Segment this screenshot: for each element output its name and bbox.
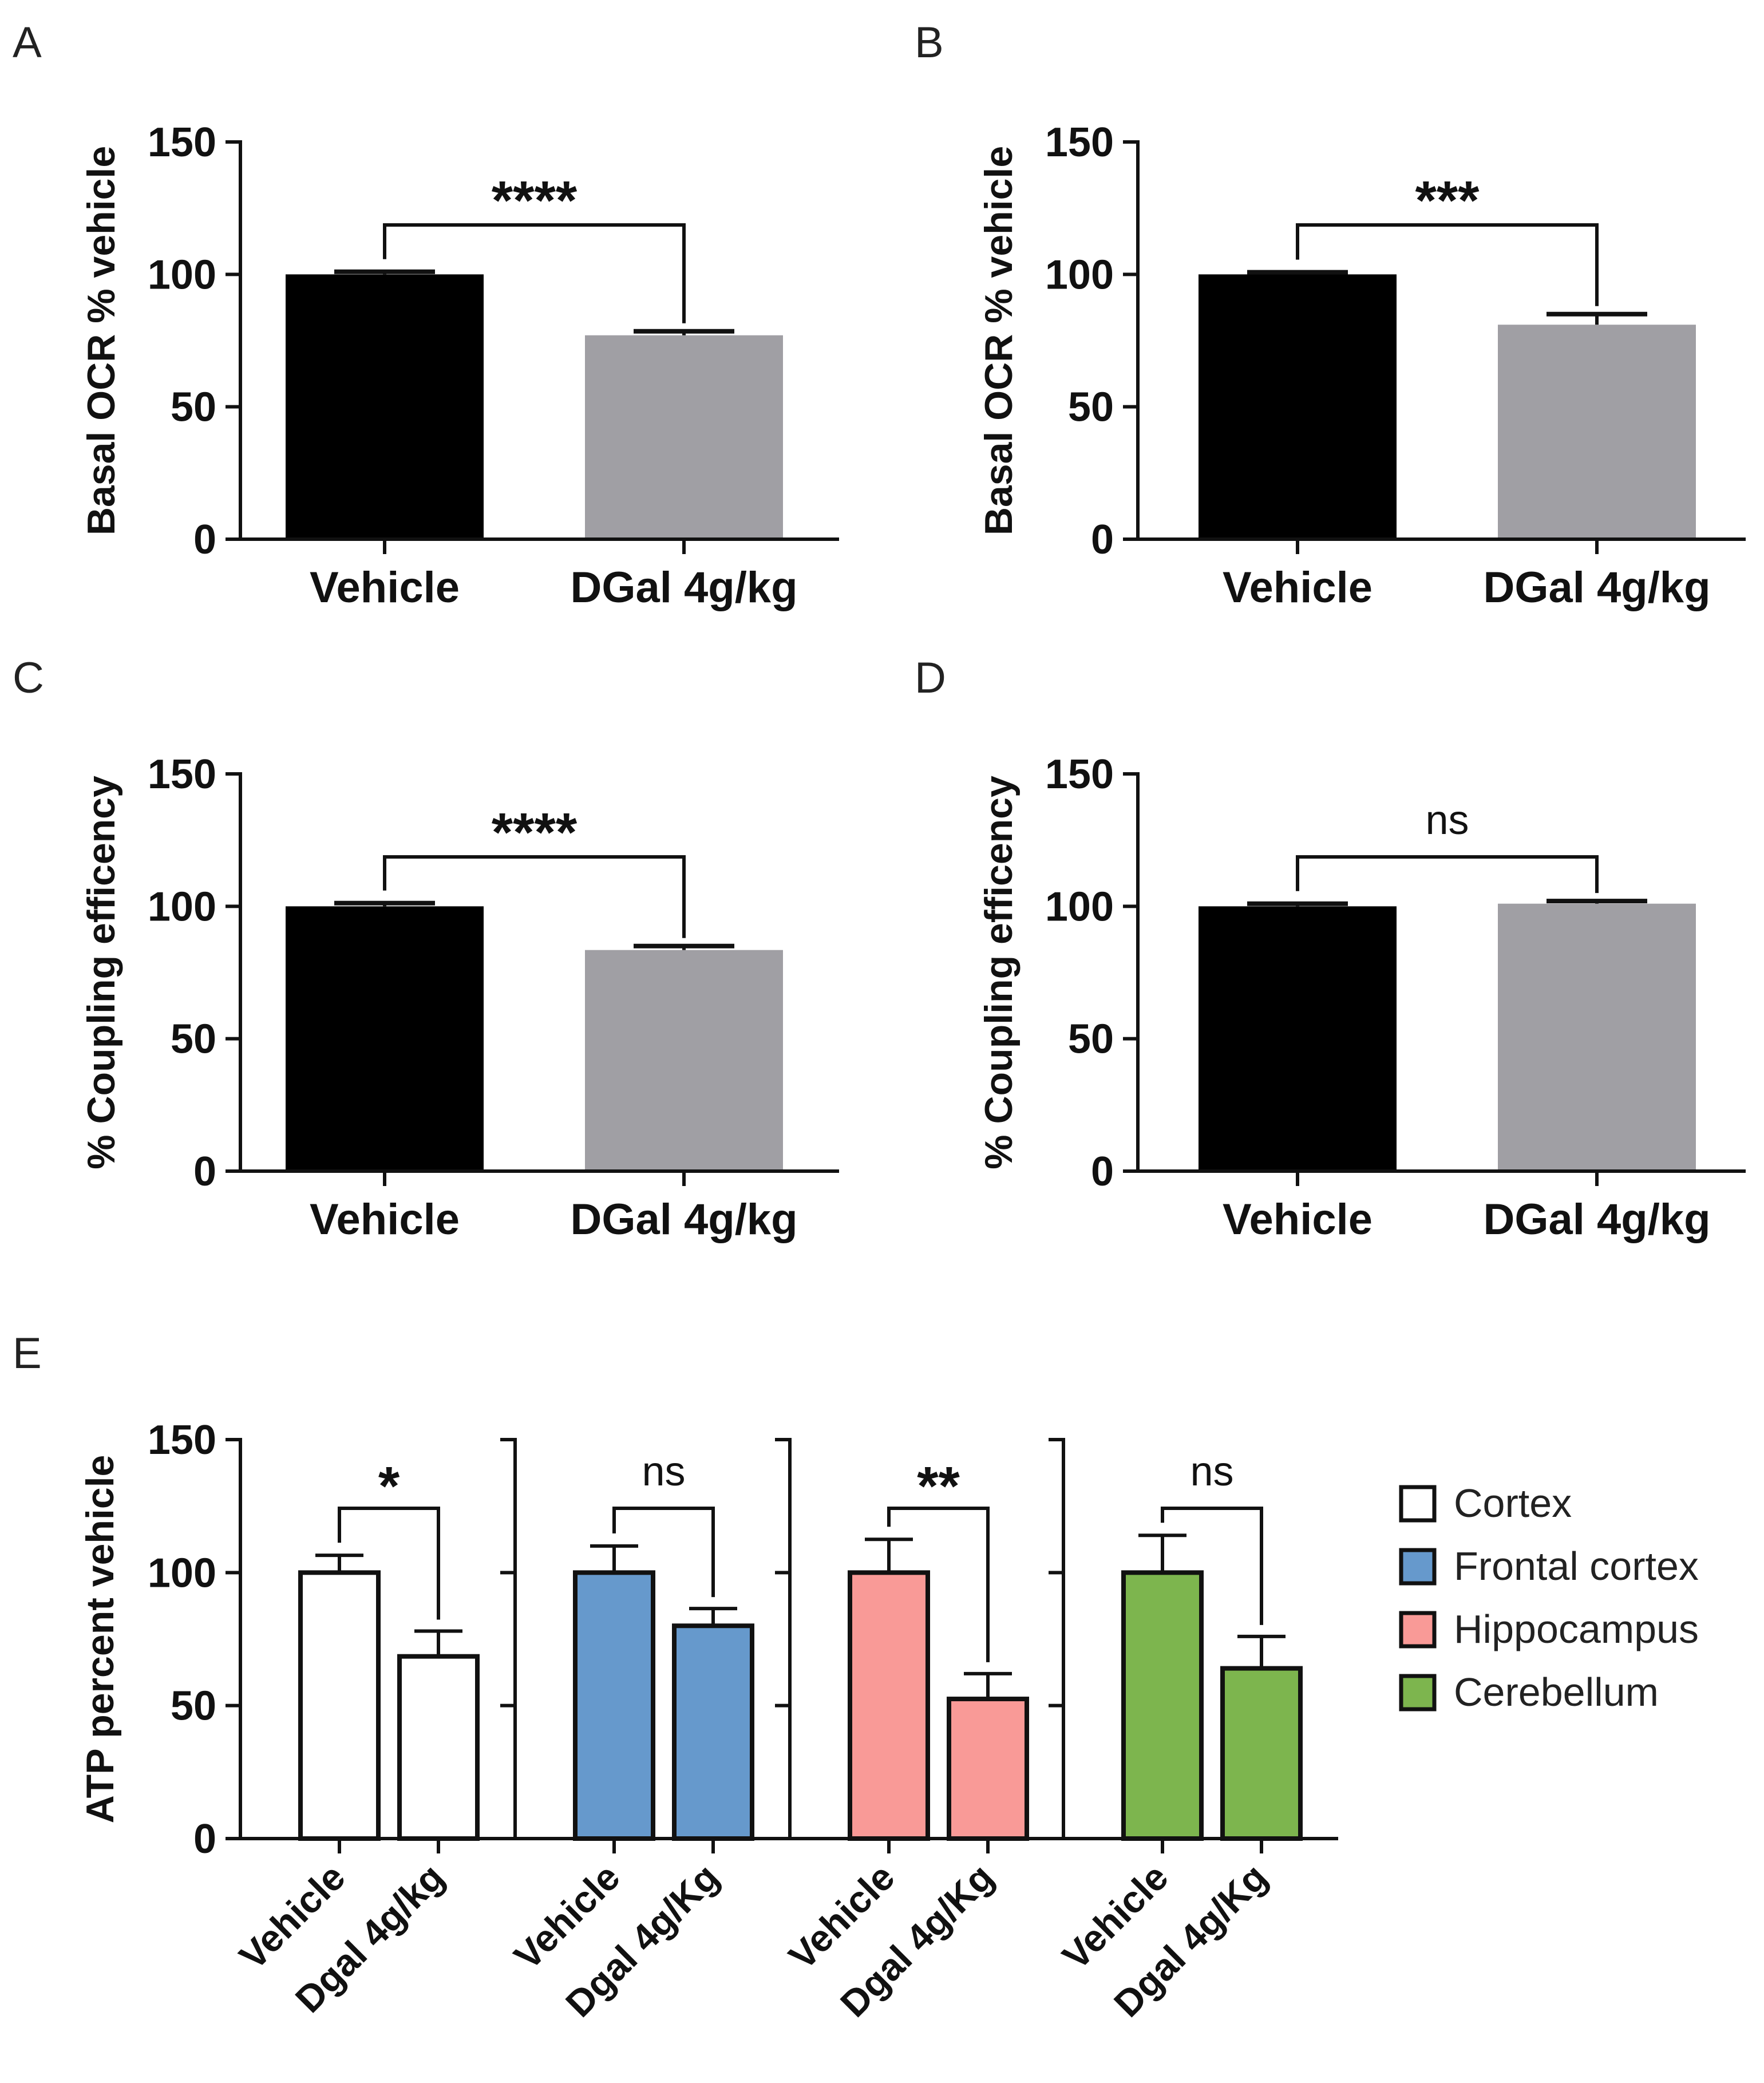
legend: Cortex Frontal cortex Hippocampus Cerebellu… — [1399, 1481, 1699, 1714]
panel-e: E ATP percent vehicle 0 50 100 150 VehicleDgal… — [13, 1329, 1699, 2025]
y-tick-label: 100 — [148, 1550, 216, 1596]
y-tick-label: 50 — [1068, 385, 1114, 430]
significance-bracket — [383, 855, 686, 938]
significance-label: ns — [642, 1449, 685, 1495]
legend-swatch — [1399, 1548, 1437, 1586]
panel-letter: B — [915, 18, 944, 67]
bar-vehicle — [1199, 274, 1397, 539]
y-tick-label: 150 — [1045, 752, 1114, 797]
bar-vehicle — [1199, 906, 1397, 1171]
x-tick-label: Vehicle — [310, 1195, 460, 1244]
y-tick-label: 50 — [171, 1683, 216, 1729]
y-tick-label: 100 — [148, 252, 216, 298]
x-tick-label: DGal 4g/kg — [571, 563, 798, 612]
bar-dgal — [1220, 1666, 1303, 1841]
significance-label: *** — [1415, 170, 1480, 231]
significance-label: ** — [917, 1456, 960, 1517]
y-tick-label: 50 — [171, 1017, 216, 1062]
y-tick-label: 50 — [1068, 1017, 1114, 1062]
panel-c: C % Coupling efficency Vehicle DGal 4g/kg 0 5… — [13, 654, 839, 1244]
panel-letter: E — [13, 1329, 42, 1378]
y-tick-label: 150 — [148, 752, 216, 797]
bar-vehicle — [286, 274, 484, 539]
y-tick-label: 50 — [171, 385, 216, 430]
y-axis-label: Basal OCR % vehicle — [80, 146, 123, 535]
significance-label: * — [378, 1456, 400, 1517]
significance-bracket — [1296, 855, 1599, 894]
y-tick-label: 100 — [1045, 252, 1114, 298]
bar-vehicle — [286, 906, 484, 1171]
bar-dgal — [1498, 903, 1696, 1171]
y-tick-label: 0 — [193, 517, 216, 563]
x-tick-label: DGal 4g/kg — [571, 1195, 798, 1244]
legend-swatch — [1399, 1611, 1437, 1649]
panel-letter: C — [13, 654, 44, 702]
y-axis-label: % Coupling efficency — [977, 776, 1021, 1169]
panel-a: A Basal OCR % vehicle Vehicle DGal 4g/kg 0 50… — [13, 18, 839, 612]
significance-label: ns — [1190, 1449, 1233, 1495]
significance-label: **** — [492, 802, 578, 863]
significance-label: ns — [1425, 797, 1469, 843]
bar-dgal — [585, 335, 783, 539]
bar-vehicle — [1121, 1570, 1204, 1841]
significance-bracket — [1296, 223, 1599, 306]
panel-b: B Basal OCR % vehicle Vehicle DGal 4g/kg 0 50… — [915, 18, 1746, 612]
y-axis-label: % Coupling efficency — [80, 776, 123, 1169]
y-tick-label: 0 — [193, 1149, 216, 1195]
x-tick-label: Vehicle — [310, 563, 460, 612]
x-tick-label: DGal 4g/kg — [1484, 563, 1711, 612]
bar-vehicle — [848, 1570, 930, 1841]
y-tick-label: 150 — [1045, 120, 1114, 165]
x-tick-label: DGal 4g/kg — [1484, 1195, 1711, 1244]
significance-bracket — [338, 1507, 440, 1620]
panel-letter: A — [13, 18, 42, 67]
bar-dgal — [397, 1654, 480, 1841]
y-tick-label: 100 — [148, 884, 216, 930]
legend-swatch — [1399, 1674, 1437, 1712]
y-axis-label: ATP percent vehicle — [78, 1455, 122, 1824]
legend-label: Frontal cortex — [1454, 1544, 1699, 1588]
y-axis-label: Basal OCR % vehicle — [977, 146, 1021, 535]
significance-bracket — [1161, 1507, 1263, 1625]
x-tick-label: Vehicle — [1223, 563, 1373, 612]
bar-vehicle — [298, 1570, 381, 1841]
panel-letter: D — [915, 654, 946, 702]
significance-label: **** — [492, 170, 578, 231]
legend-label: Cortex — [1454, 1481, 1572, 1525]
y-tick-label: 150 — [148, 1417, 216, 1463]
significance-bracket — [612, 1507, 715, 1598]
x-tick-label: Vehicle — [1223, 1195, 1373, 1244]
legend-label: Hippocampus — [1454, 1607, 1699, 1651]
bar-dgal — [1498, 325, 1696, 539]
y-tick-label: 0 — [193, 1816, 216, 1862]
panel-d: D % Coupling efficency Vehicle DGal 4g/kg 0 5… — [915, 654, 1746, 1244]
y-tick-label: 150 — [148, 120, 216, 165]
bar-dgal — [947, 1697, 1029, 1841]
significance-bracket — [383, 223, 686, 323]
significance-bracket — [887, 1507, 990, 1662]
y-tick-label: 0 — [1091, 517, 1114, 563]
legend-label: Cerebellum — [1454, 1670, 1659, 1714]
y-tick-label: 100 — [1045, 884, 1114, 930]
bar-vehicle — [573, 1570, 655, 1841]
bar-dgal — [585, 950, 783, 1171]
legend-swatch — [1399, 1485, 1437, 1523]
y-tick-label: 0 — [1091, 1149, 1114, 1195]
bar-dgal — [672, 1623, 754, 1841]
